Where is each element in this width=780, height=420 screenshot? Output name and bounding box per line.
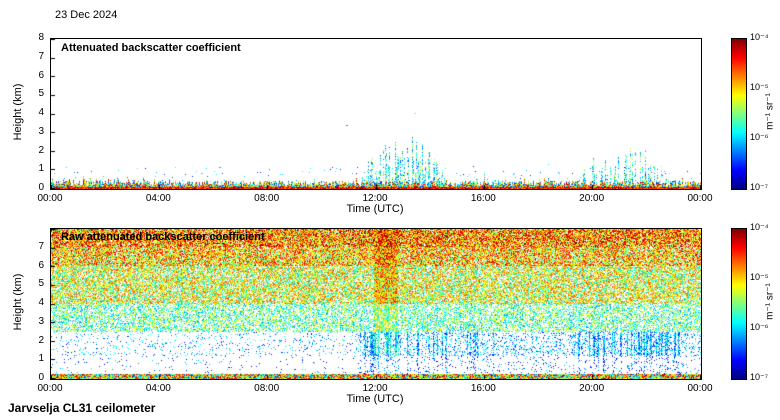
colorbar-tick-label: 10⁻⁵ (750, 82, 769, 92)
raw-backscatter-plot (50, 228, 702, 380)
colorbar-tick-label: 10⁻⁶ (750, 322, 769, 332)
y-axis-label: Height (km) (12, 273, 24, 331)
y-tick-label: 6 (38, 69, 44, 81)
instrument-label: Jarvselja CL31 ceilometer (8, 401, 156, 415)
y-tick-label: 0 (38, 182, 44, 193)
y-tick-label: 7 (38, 240, 44, 252)
colorbar-tick-label: 10⁻⁴ (750, 222, 769, 232)
y-tick-label: 4 (38, 297, 44, 308)
colorbar-tick-label: 10⁻⁷ (750, 182, 769, 192)
x-tick-label: 04:00 (145, 193, 171, 204)
x-tick-label: 08:00 (254, 383, 280, 394)
y-tick-label: 6 (38, 259, 44, 271)
colorbar-units-label: m⁻¹ sr⁻¹ (764, 93, 776, 130)
y-tick-label: 3 (38, 315, 44, 327)
x-tick-label: 00:00 (687, 383, 713, 394)
y-tick-label: 1 (38, 353, 44, 365)
x-tick-label: 12:00 (362, 193, 388, 204)
y-tick-label: 5 (38, 278, 44, 290)
attenuated-backscatter-heatmap (51, 39, 701, 189)
x-tick-label: 20:00 (579, 383, 605, 394)
x-tick-label: 04:00 (145, 383, 171, 394)
x-tick-label: 12:00 (362, 383, 388, 394)
x-axis-label: Time (UTC) (346, 393, 404, 405)
x-tick-label: 20:00 (579, 193, 605, 204)
colorbar-tick-label: 10⁻⁷ (750, 372, 769, 382)
y-tick-label: 5 (38, 88, 44, 100)
date-label: 23 Dec 2024 (55, 9, 118, 21)
colorbar-tick-label: 10⁻⁴ (750, 32, 769, 42)
y-tick-label: 2 (38, 144, 44, 156)
colorbar (731, 228, 747, 380)
plot-title: Attenuated backscatter coefficient (61, 42, 241, 54)
raw-backscatter-heatmap (51, 229, 701, 379)
y-axis-label: Height (km) (12, 83, 24, 141)
y-tick-label: 0 (38, 372, 44, 383)
attenuated-backscatter-plot (50, 38, 702, 190)
colorbar-tick-label: 10⁻⁶ (750, 132, 769, 142)
x-tick-label: 16:00 (470, 193, 496, 204)
x-tick-label: 16:00 (470, 383, 496, 394)
y-tick-label: 7 (38, 50, 44, 62)
y-tick-label: 8 (38, 32, 44, 43)
x-tick-label: 00:00 (687, 193, 713, 204)
x-tick-label: 00:00 (37, 383, 63, 394)
x-axis-label: Time (UTC) (346, 203, 404, 215)
y-tick-label: 4 (38, 107, 44, 118)
colorbar (731, 38, 747, 190)
plot-title: Raw attenuated backscatter coefficient (61, 231, 265, 243)
y-tick-label: 2 (38, 334, 44, 346)
colorbar-tick-label: 10⁻⁵ (750, 272, 769, 282)
colorbar-units-label: m⁻¹ sr⁻¹ (764, 283, 776, 320)
y-tick-label: 1 (38, 163, 44, 175)
y-tick-label: 3 (38, 125, 44, 137)
x-tick-label: 08:00 (254, 193, 280, 204)
x-tick-label: 00:00 (37, 193, 63, 204)
